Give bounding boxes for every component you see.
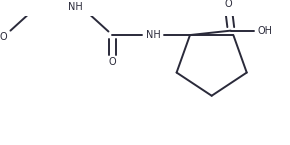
- Text: O: O: [0, 32, 8, 42]
- Text: O: O: [225, 0, 233, 9]
- Text: NH: NH: [146, 30, 160, 40]
- Text: OH: OH: [258, 26, 273, 36]
- Text: NH: NH: [68, 2, 83, 12]
- Text: O: O: [108, 57, 116, 67]
